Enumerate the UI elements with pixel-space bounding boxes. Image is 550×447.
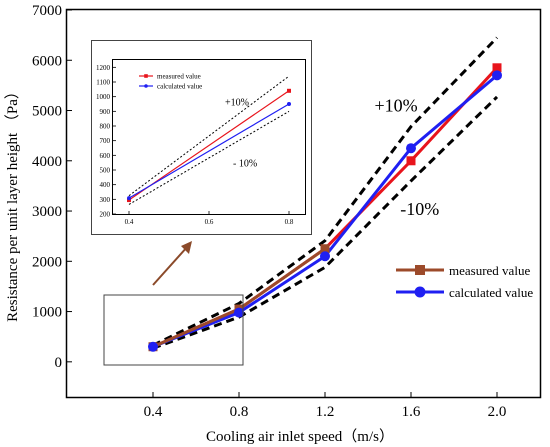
inset-calculated-value-legend-marker [144,84,148,88]
zoom-region-box [103,294,244,366]
inset-series-lines [127,88,291,203]
bound-line-minus [152,95,499,350]
inset-x-tick-label: 0.6 [205,218,214,226]
inset-y-tick-label: 800 [100,123,111,131]
inset-plot-frame [112,59,306,215]
calculated-value-point [406,143,416,154]
plus-10-label: +10% [374,96,417,116]
inset-y-tick-label: 400 [100,181,111,189]
bound-lines [152,36,499,350]
plot-frame [65,8,542,399]
inset-y-tick-label: 1000 [96,93,111,101]
y-tick-label: 7000 [32,3,62,19]
zoom-arrow [152,245,189,286]
y-tick-label: 5000 [32,104,62,120]
calculated-value-point [492,70,502,81]
inset-x-tick-label: 0.4 [125,218,134,226]
inset-y-tick-label: 300 [100,196,111,204]
inset-y-tick-label: 200 [100,211,111,219]
minus-10-label: -10% [400,199,439,219]
x-tick-label: 0.4 [144,404,163,420]
x-tick-label: 1.2 [316,404,335,420]
series-lines [148,63,502,352]
inset-measured-value-legend-label: measured value [157,73,201,81]
inset-calculated-value-point [287,102,291,106]
measured-value-legend-label: measured value [449,263,530,278]
x-axis-label: Cooling air inlet speed（m/s） [206,428,394,445]
inset-calculated-value-line [128,103,290,199]
legend: measured value calculated value [396,263,533,300]
x-tick-label: 2.0 [488,404,507,420]
measured-value-legend-marker [415,265,425,275]
zoom-arrowhead [181,241,192,254]
inset-y-tick-label: 500 [100,167,111,175]
inset-frame [91,40,312,235]
inset-bound-lines [128,75,290,205]
calculated-value-point [320,251,330,262]
inset-legend: measured value calculated value [139,73,202,91]
bound-line-plus [152,36,499,347]
inset-y-tick-label: 1100 [96,79,110,87]
inset-measured-value-legend-marker [144,74,148,78]
inset-chart: 200 300 400 500 600 700 800 900 1000 1100 1200 0.4 0… [91,40,312,235]
x-axis: 0.4 0.8 1.2 1.6 2.0 [144,392,507,420]
inset-axes: 200 300 400 500 600 700 800 900 1000 1100 1200 0.4 0… [96,64,294,226]
y-tick-label: 2000 [32,254,62,270]
x-tick-label: 0.8 [230,404,249,420]
y-tick-label: 3000 [32,204,62,220]
calculated-value-point [148,341,158,352]
measured-value-point [320,244,330,254]
y-axis-label: Resistance per unit layer height （Pa） [4,84,21,322]
inset-plus-10-label: +10% [225,97,249,108]
y-tick-label: 1000 [32,305,62,321]
inset-y-tick-label: 700 [100,137,111,145]
inset-calculated-value-point [127,196,131,201]
calculated-value-legend-label: calculated value [449,285,533,300]
main-chart: 0 1000 2000 3000 4000 5000 6000 7000 0.4 0.8 1.2 1… [32,3,542,420]
inset-y-tick-label: 600 [100,152,111,160]
inset-y-tick-label: 900 [100,108,111,116]
measured-value-point [406,156,416,166]
inset-measured-value-point [287,88,291,93]
calculated-value-legend-marker [414,286,426,298]
inset-bound-line-plus [128,75,290,197]
y-tick-label: 0 [55,355,63,371]
inset-y-tick-label: 1200 [96,64,111,72]
calculated-value-point [234,307,244,318]
inset-bound-line-minus [128,110,290,205]
measured-value-point [492,63,502,73]
inset-x-tick-label: 0.8 [285,218,294,226]
y-axis: 0 1000 2000 3000 4000 5000 6000 7000 [32,3,72,371]
x-tick-label: 1.6 [402,404,421,420]
y-tick-label: 4000 [32,154,62,170]
inset-minus-10-label: - 10% [233,158,257,169]
y-tick-label: 6000 [32,53,62,69]
inset-calculated-value-legend-label: calculated value [157,83,202,91]
